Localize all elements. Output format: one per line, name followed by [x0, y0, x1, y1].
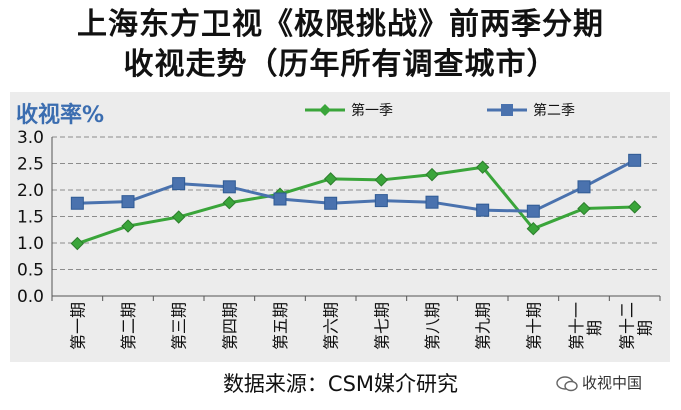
gridlines: [52, 136, 660, 270]
data-point-marker: [476, 203, 490, 217]
y-tick-label: 1.5: [17, 208, 44, 228]
x-tick-label: 期: [636, 320, 655, 336]
data-point-marker: [475, 160, 490, 174]
series-lines: [76, 158, 636, 245]
series-markers: [70, 153, 642, 251]
watermark: 收视中国: [556, 372, 642, 393]
data-point-marker: [172, 177, 186, 191]
data-point-marker: [526, 204, 540, 218]
x-tick-label: 第十期: [524, 302, 543, 350]
data-point-marker: [171, 210, 186, 224]
data-point-marker: [577, 180, 591, 194]
legend-marker: [319, 104, 331, 116]
data-point-marker: [425, 195, 439, 209]
data-point-marker: [374, 194, 388, 208]
x-tick-label: 第九期: [474, 302, 493, 350]
data-point-marker: [324, 196, 338, 210]
x-tick-label: 第二期: [119, 302, 138, 350]
x-tick-label: 第十一: [567, 302, 586, 350]
x-tick-label: 第五期: [271, 302, 290, 350]
y-tick-label: 2.5: [17, 155, 44, 175]
legend-marker: [501, 104, 513, 116]
data-point-marker: [222, 196, 237, 210]
chart-title-line-1: 上海东方卫视《极限挑战》前两季分期: [77, 7, 604, 42]
data-point-marker: [222, 180, 236, 194]
data-point-marker: [425, 167, 439, 182]
legend: 第一季 第二季: [305, 102, 575, 119]
chart-title-line-2: 收视走势（历年所有调查城市）: [123, 47, 558, 82]
legend-label: 第一季: [351, 102, 393, 119]
legend-label: 第二季: [533, 102, 575, 119]
data-point-marker: [70, 236, 85, 251]
series-line-2: [77, 158, 636, 213]
y-tick-label: 0.5: [17, 261, 44, 281]
data-point-marker: [627, 200, 642, 214]
data-point-marker: [374, 173, 389, 187]
data-source-note: 数据来源：CSM媒介研究: [222, 372, 459, 396]
data-point-marker: [70, 196, 84, 210]
x-tick-label: 第一期: [68, 302, 87, 350]
y-tick-label: 3.0: [17, 128, 44, 148]
data-point-marker: [526, 221, 541, 236]
data-point-marker: [121, 195, 135, 209]
series-line-1: [76, 165, 635, 245]
data-point-marker: [323, 172, 338, 186]
x-tick-label: 第七期: [372, 302, 391, 350]
watermark-text: 收视中国: [582, 374, 643, 392]
data-point-marker: [577, 201, 591, 216]
data-point-marker: [273, 192, 287, 206]
x-tick-label: 第三期: [170, 302, 189, 350]
x-tick-label: 第十二: [618, 302, 637, 350]
x-tick-label: 第四期: [220, 302, 239, 350]
x-tick-label: 第六期: [322, 302, 341, 350]
x-tick-label: 第八期: [423, 302, 442, 350]
y-tick-label: 2.0: [17, 181, 44, 201]
y-tick-label: 1.0: [17, 234, 44, 254]
wechat-icon: [556, 375, 578, 391]
y-axis-label: 收视率%: [16, 102, 104, 128]
data-point-marker: [628, 153, 642, 167]
y-tick-label: 0.0: [17, 287, 44, 307]
axes: [51, 137, 661, 301]
x-tick-label: 期: [585, 320, 604, 336]
data-point-marker: [121, 219, 135, 233]
